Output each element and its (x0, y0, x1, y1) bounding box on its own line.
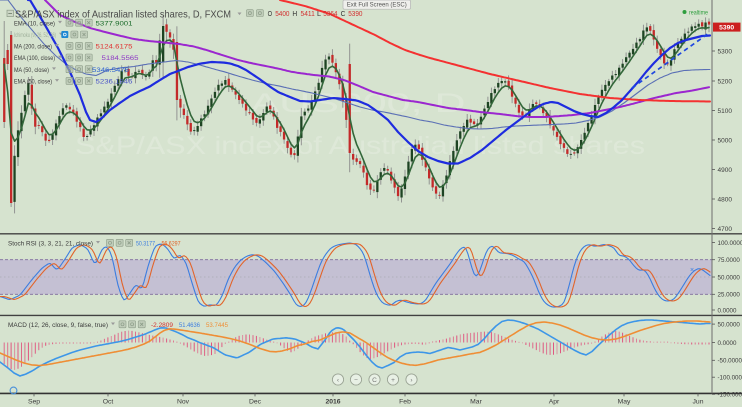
svg-text:5411: 5411 (301, 11, 315, 18)
svg-text:5236.1846: 5236.1846 (96, 79, 133, 86)
svg-text:AUS200, D: AUS200, D (251, 88, 466, 118)
svg-text:S&P/ASX index of Australian li: S&P/ASX index of Australian listed share… (75, 132, 645, 160)
svg-text:2016: 2016 (325, 399, 340, 406)
svg-text:50.0000: 50.0000 (718, 274, 741, 281)
svg-text:Feb: Feb (399, 399, 411, 406)
svg-text:5300: 5300 (718, 48, 733, 55)
svg-text:-2.2809: -2.2809 (151, 322, 173, 329)
svg-text:5390: 5390 (348, 11, 362, 18)
svg-text:L: L (317, 11, 321, 18)
svg-text:5400: 5400 (275, 11, 289, 18)
svg-text:56.6297: 56.6297 (162, 241, 181, 248)
svg-text:EMA (100, close): EMA (100, close) (14, 55, 55, 62)
svg-text:Jun: Jun (693, 399, 704, 406)
svg-text:H: H (292, 11, 297, 18)
svg-text:O: O (268, 11, 273, 18)
svg-text:›: › (410, 377, 412, 384)
svg-text:53.7445: 53.7445 (206, 322, 228, 329)
svg-text:×: × (690, 267, 694, 274)
svg-text:C: C (341, 11, 346, 18)
svg-text:0.0000: 0.0000 (718, 340, 737, 347)
svg-text:‹: ‹ (337, 377, 339, 384)
svg-text:5184.5565: 5184.5565 (102, 55, 139, 62)
svg-text:4700: 4700 (718, 226, 733, 233)
svg-text:5346.5476: 5346.5476 (92, 67, 129, 74)
svg-text:May: May (618, 399, 631, 406)
svg-text:-50.0000: -50.0000 (718, 358, 742, 365)
svg-text:MA (200, close): MA (200, close) (14, 44, 52, 51)
svg-text:S&P/ASX index of Australian li: S&P/ASX index of Australian listed share… (15, 9, 231, 20)
svg-text:5100: 5100 (718, 108, 733, 115)
svg-text:−: − (354, 377, 358, 384)
svg-text:0.0000: 0.0000 (718, 307, 737, 314)
svg-text:Oct: Oct (103, 399, 114, 406)
svg-text:+: + (391, 377, 395, 384)
svg-text:Nov: Nov (177, 399, 190, 406)
svg-text:Stoch RSI (3, 3, 21, 21, close: Stoch RSI (3, 3, 21, 21, close) (8, 241, 93, 248)
svg-text:5364: 5364 (323, 11, 337, 18)
svg-text:Apr: Apr (549, 399, 560, 406)
svg-text:51.4636: 51.4636 (179, 322, 200, 329)
svg-text:25.0000: 25.0000 (718, 292, 741, 299)
svg-text:Mar: Mar (470, 399, 482, 406)
svg-text:100.0000: 100.0000 (718, 240, 742, 247)
svg-text:Dec: Dec (249, 399, 262, 406)
svg-text:Exit Full Screen (ESC): Exit Full Screen (ESC) (347, 2, 407, 9)
svg-text:-150.000: -150.000 (718, 392, 742, 399)
svg-text:5390: 5390 (719, 25, 734, 32)
svg-text:MACD (12, 26, close, 9, false,: MACD (12, 26, close, 9, false, true) (8, 322, 108, 329)
svg-text:5200: 5200 (718, 78, 733, 85)
svg-text:5000: 5000 (718, 137, 733, 144)
svg-text:Sep: Sep (28, 399, 40, 406)
svg-text:5377.9001: 5377.9001 (96, 20, 133, 27)
svg-text:MA (50, close): MA (50, close) (14, 67, 49, 74)
svg-text:75.0000: 75.0000 (718, 257, 741, 264)
svg-text:EMA (10, close): EMA (10, close) (14, 20, 55, 27)
svg-text:4900: 4900 (718, 167, 733, 174)
svg-text:Ichimoku (9, 26, 52, 26): Ichimoku (9, 26, 52, 26) (14, 32, 56, 39)
svg-text:5124.6175: 5124.6175 (96, 44, 133, 51)
svg-text:realtime: realtime (689, 10, 708, 17)
svg-text:EMA (50, close): EMA (50, close) (14, 79, 52, 86)
svg-text:-100.000: -100.000 (718, 375, 742, 382)
svg-text:C: C (372, 377, 377, 384)
svg-text:4800: 4800 (718, 196, 733, 203)
svg-text:50.0000: 50.0000 (718, 321, 741, 328)
svg-text:50.3177: 50.3177 (136, 241, 155, 248)
